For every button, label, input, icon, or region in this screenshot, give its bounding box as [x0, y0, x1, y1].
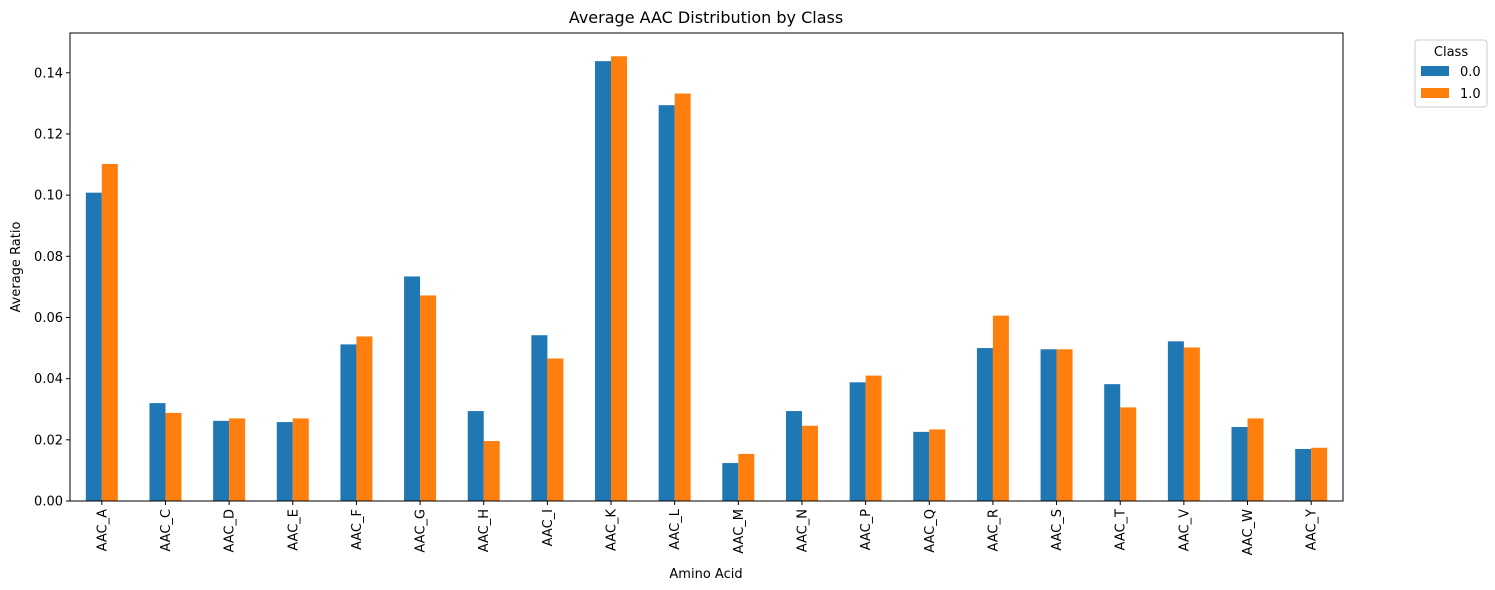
bar-AAC_H-series-1 [483, 441, 500, 501]
x-tick-label: AAC_V [1177, 509, 1192, 551]
y-tick-label: 0.08 [34, 250, 63, 265]
x-tick-label: AAC_R [986, 509, 1001, 552]
chart-title: Average AAC Distribution by Class [569, 8, 843, 27]
bar-AAC_I-series-1 [547, 358, 564, 501]
legend-swatch-0 [1421, 66, 1449, 76]
x-tick-label: AAC_F [350, 509, 365, 550]
x-tick-label: AAC_L [668, 508, 683, 549]
bar-AAC_E-series-0 [276, 422, 293, 501]
bars-group [85, 56, 1328, 502]
bar-AAC_P-series-1 [865, 375, 882, 501]
bar-AAC_V-series-0 [1167, 341, 1184, 501]
x-tick-label: AAC_C [159, 509, 174, 552]
bar-AAC_Q-series-0 [913, 431, 930, 501]
bar-AAC_W-series-0 [1231, 426, 1248, 501]
bar-AAC_F-series-0 [340, 344, 357, 501]
bar-AAC_C-series-0 [149, 403, 166, 501]
bar-AAC_K-series-1 [611, 56, 628, 501]
plot-frame [69, 32, 1344, 502]
bar-AAC_N-series-1 [801, 425, 818, 501]
x-tick-label: AAC_H [477, 509, 492, 552]
bar-AAC_V-series-1 [1183, 347, 1200, 501]
bar-AAC_E-series-1 [292, 418, 309, 501]
bar-AAC_D-series-1 [229, 418, 246, 501]
bar-AAC_C-series-1 [165, 412, 182, 501]
x-ticks-group: AAC_A AAC_C AAC_D AAC_E AAC_F AAC_G AAC_H AAC_I… [95, 501, 1320, 555]
bar-AAC_T-series-1 [1120, 407, 1137, 501]
y-tick-label: 0.06 [34, 311, 63, 326]
x-tick-label: AAC_G [414, 509, 429, 553]
bar-AAC_N-series-0 [785, 411, 802, 501]
bar-AAC_G-series-0 [404, 276, 421, 501]
bar-AAC_Y-series-0 [1295, 449, 1312, 501]
bar-AAC_R-series-1 [992, 315, 1009, 501]
x-tick-label: AAC_M [732, 509, 747, 554]
y-tick-label: 0.10 [34, 189, 63, 204]
bar-AAC_L-series-0 [658, 105, 675, 501]
y-tick-label: 0.04 [34, 372, 63, 387]
x-tick-label: AAC_S [1050, 509, 1065, 551]
x-tick-label: AAC_D [223, 509, 238, 553]
bar-AAC_H-series-0 [467, 411, 484, 501]
x-tick-label: AAC_Q [923, 509, 938, 553]
y-tick-label: 0.14 [34, 66, 63, 81]
x-tick-label: AAC_N [795, 509, 810, 552]
x-tick-label: AAC_T [1114, 509, 1129, 550]
bar-AAC_G-series-1 [420, 295, 437, 501]
x-tick-label: AAC_I [541, 509, 556, 546]
bar-AAC_I-series-0 [531, 335, 548, 501]
y-tick-label: 0.02 [34, 433, 63, 448]
x-tick-label: AAC_E [286, 509, 301, 551]
bar-AAC_W-series-1 [1247, 418, 1264, 501]
bar-AAC_T-series-0 [1104, 384, 1121, 501]
x-axis-label: Amino Acid [669, 567, 742, 582]
y-tick-label: 0.00 [34, 495, 63, 510]
y-tick-label: 0.12 [34, 127, 63, 142]
bar-AAC_F-series-1 [356, 336, 373, 501]
bar-AAC_Q-series-1 [929, 429, 946, 501]
y-axis-label: Average Ratio [9, 222, 24, 313]
y-ticks-group: 0.00 0.02 0.04 0.06 0.08 0.10 0.12 0.14 [34, 66, 70, 510]
legend: Class 0.0 1.0 [1414, 39, 1488, 108]
bar-AAC_D-series-0 [213, 420, 230, 501]
bar-AAC_P-series-0 [849, 382, 866, 501]
bar-AAC_K-series-0 [595, 61, 612, 501]
legend-label-1: 1.0 [1460, 87, 1481, 102]
bar-AAC_A-series-1 [101, 163, 118, 502]
bar-AAC_S-series-0 [1040, 349, 1057, 501]
bar-AAC_S-series-1 [1056, 349, 1073, 501]
x-tick-label: AAC_Y [1305, 509, 1320, 550]
bar-AAC_L-series-1 [674, 93, 691, 501]
x-tick-label: AAC_W [1241, 509, 1256, 555]
x-tick-label: AAC_P [859, 509, 874, 550]
legend-label-0: 0.0 [1460, 65, 1481, 80]
bar-AAC_Y-series-1 [1311, 447, 1328, 501]
legend-swatch-1 [1421, 88, 1449, 98]
x-tick-label: AAC_K [605, 509, 620, 551]
bar-AAC_R-series-0 [976, 348, 993, 501]
legend-title: Class [1434, 45, 1468, 60]
bar-AAC_M-series-0 [722, 463, 739, 501]
bar-AAC_A-series-0 [85, 192, 102, 502]
x-tick-label: AAC_A [95, 509, 110, 551]
bar-AAC_M-series-1 [738, 453, 755, 501]
